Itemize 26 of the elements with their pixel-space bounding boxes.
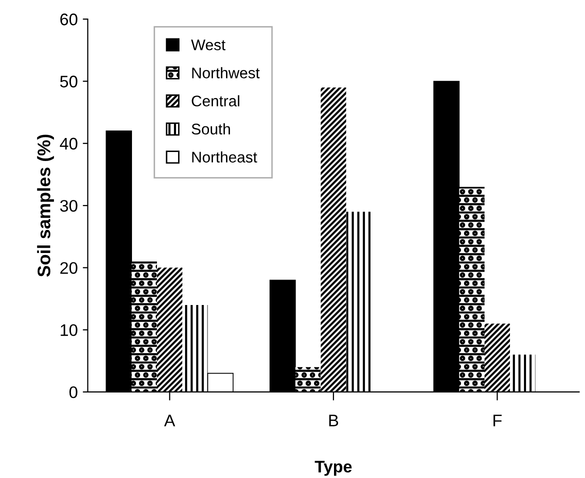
bar [295,367,321,392]
legend-label: Central [192,95,240,106]
bar [182,304,208,392]
bar [132,261,157,392]
bar [156,268,182,392]
y-tick-label: 20 [60,262,78,274]
legend-label: West [191,40,226,50]
y-tick-label: 60 [60,14,78,26]
bar [510,354,536,392]
x-tick-label: B [329,414,338,426]
x-tick-label: A [164,414,176,426]
legend-label: South [192,123,230,135]
x-axis-title: Type [314,460,352,476]
y-tick-label: 10 [60,324,78,336]
x-tick-label: F [494,414,502,426]
y-tick-label: 50 [60,76,78,88]
y-tick-label: 30 [60,200,78,212]
y-tick-label: 40 [60,138,78,150]
y-tick-label: 0 [69,386,78,398]
y-axis-title: Soil samples (%) [37,134,54,277]
bar [320,87,346,392]
bar [484,324,510,392]
legend-label: Northeast [192,151,258,163]
legend-label: Northwest [192,67,260,78]
bar [459,186,485,392]
bar [346,212,372,392]
